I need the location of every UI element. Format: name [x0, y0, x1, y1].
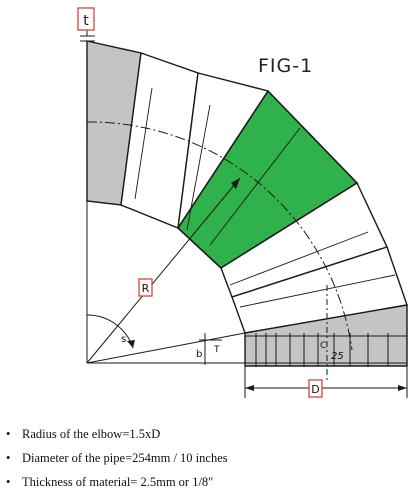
R-label-box — [138, 278, 153, 297]
note-item: • Diameter of the pipe=254mm / 10 inches — [6, 450, 228, 465]
D-label: D — [311, 383, 319, 396]
T-label: T — [213, 345, 220, 355]
detail-lines — [134, 87, 396, 308]
figure-title: FIG-1 — [258, 55, 314, 77]
angle-label: 25 — [331, 351, 344, 362]
t-dimension — [80, 30, 95, 50]
R-label: R — [142, 282, 150, 295]
note-item: • Radius of the elbow=1.5xD — [6, 426, 161, 441]
t-label: t — [83, 13, 89, 29]
note-text: Thickness of material= 2.5mm or 1/8" — [22, 474, 214, 489]
s-label: s — [121, 334, 126, 345]
b-label: b — [196, 349, 202, 360]
radius-lines — [86, 41, 407, 364]
D-label-box — [308, 379, 323, 398]
D-dimension — [244, 366, 408, 398]
centerline-arc — [86, 121, 353, 351]
T-dimension — [199, 333, 222, 365]
note-text: Radius of the elbow=1.5xD — [22, 426, 161, 441]
note-text: Diameter of the pipe=254mm / 10 inches — [22, 450, 228, 465]
notes-list: • Radius of the elbow=1.5xD • Diameter of … — [0, 422, 416, 494]
C-label: C — [320, 341, 326, 351]
elbow-diagram: t R D T C b s 25 — [77, 7, 408, 398]
note-item: • Thickness of material= 2.5mm or 1/8" — [6, 474, 214, 489]
radius-arrowhead — [231, 178, 240, 189]
t-label-box — [77, 7, 95, 31]
